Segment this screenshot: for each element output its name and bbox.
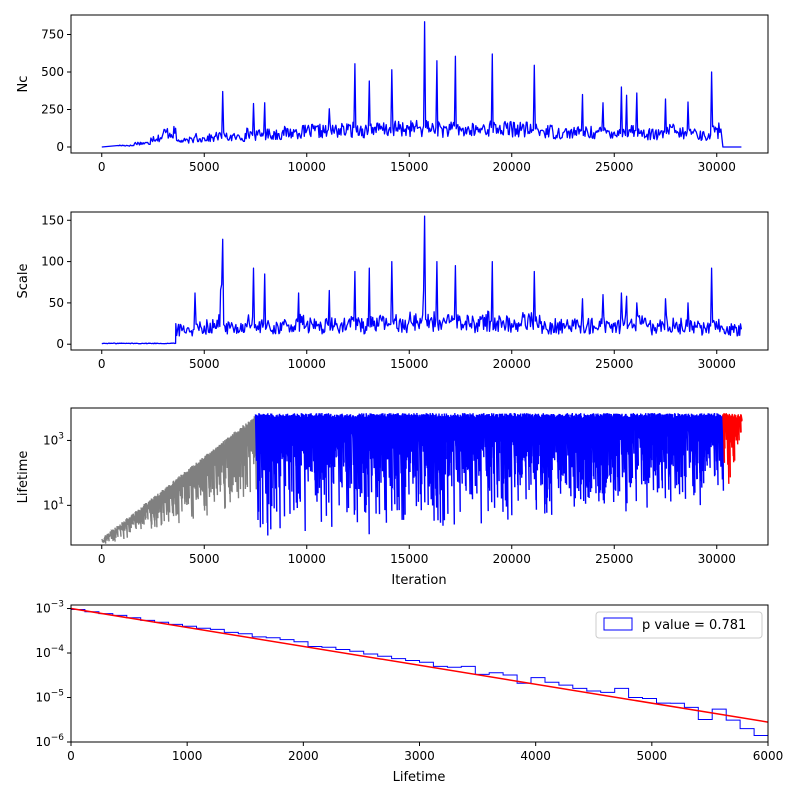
legend-swatch (603, 617, 633, 631)
x-tick-label: 5000 (637, 749, 668, 763)
x-tick-label: 10000 (288, 357, 326, 371)
y-axis-label: Lifetime (16, 451, 31, 504)
plot-frame (70, 407, 769, 546)
x-tick-label: 3000 (404, 749, 435, 763)
y-tick-label: 50 (49, 296, 64, 310)
y-tick-label: 750 (41, 28, 64, 42)
y-tick-label: 0 (56, 337, 64, 351)
legend-label: p value = 0.781 (642, 618, 746, 633)
x-tick-label: 5000 (189, 357, 220, 371)
x-tick-label: 2000 (288, 749, 319, 763)
x-tick-label: 25000 (595, 552, 633, 566)
series-histogram (71, 607, 768, 742)
x-tick-label: 15000 (390, 160, 428, 174)
y-axis-label: Scale (16, 264, 31, 299)
x-tick-label: 4000 (520, 749, 551, 763)
series-band-2 (722, 413, 743, 484)
x-tick-label: 0 (98, 357, 106, 371)
x-tick-label: 25000 (595, 160, 633, 174)
axes-scale: 0 5000 10000 15000 20000 25000 30000 0 50 100 150 (41, 213, 736, 371)
y-axis-label: Nc (16, 76, 31, 93)
y-tick-label: 500 (41, 65, 64, 79)
legend: p value = 0.781 (595, 611, 763, 639)
x-tick-label: 1000 (172, 749, 203, 763)
x-tick-label: 0 (67, 749, 75, 763)
plot-frame (70, 211, 769, 351)
panel-scale: 0 5000 10000 15000 20000 25000 30000050100150 … (16, 211, 769, 371)
series-nc (101, 21, 742, 148)
x-tick-label: 10000 (288, 160, 326, 174)
series-band-1 (254, 412, 725, 536)
y-tick-label: 150 (41, 213, 64, 227)
series-band-0 (101, 416, 257, 544)
y-tick-label: 250 (41, 103, 64, 117)
x-tick-label: 15000 (390, 552, 428, 566)
x-tick-label: 20000 (493, 357, 531, 371)
x-tick-label: 15000 (390, 357, 428, 371)
x-tick-label: 5000 (189, 552, 220, 566)
legend-box (595, 611, 763, 639)
axes-nc: 0 5000 10000 15000 20000 25000 30000 0 250 500 750 (41, 28, 736, 175)
series-lifetime (101, 412, 743, 544)
x-tick-label: 10000 (288, 552, 326, 566)
series-line-0 (101, 21, 742, 148)
x-tick-label: 20000 (493, 160, 531, 174)
y-tick-label: 0 (56, 140, 64, 154)
panel-nc: 0 5000 10000 15000 20000 25000 30000 0 250 500 750… (16, 14, 769, 175)
x-tick-label: 6000 (753, 749, 784, 763)
x-axis-label: Lifetime (393, 770, 446, 785)
x-tick-label: 25000 (595, 357, 633, 371)
series-scale (101, 215, 743, 345)
plot-frame (70, 604, 769, 743)
x-tick-label: 0 (98, 552, 106, 566)
x-tick-label: 30000 (698, 357, 736, 371)
plot-frame (70, 14, 769, 154)
x-tick-label: 5000 (189, 160, 220, 174)
x-tick-label: 0 (98, 160, 106, 174)
x-tick-label: 30000 (698, 160, 736, 174)
x-axis-label: Iteration (391, 573, 446, 588)
histogram-steps (71, 609, 768, 742)
fit-line (71, 607, 768, 723)
series-line-0 (101, 215, 743, 345)
x-tick-label: 30000 (698, 552, 736, 566)
y-tick-label: 100 (41, 255, 64, 269)
x-tick-label: 20000 (493, 552, 531, 566)
